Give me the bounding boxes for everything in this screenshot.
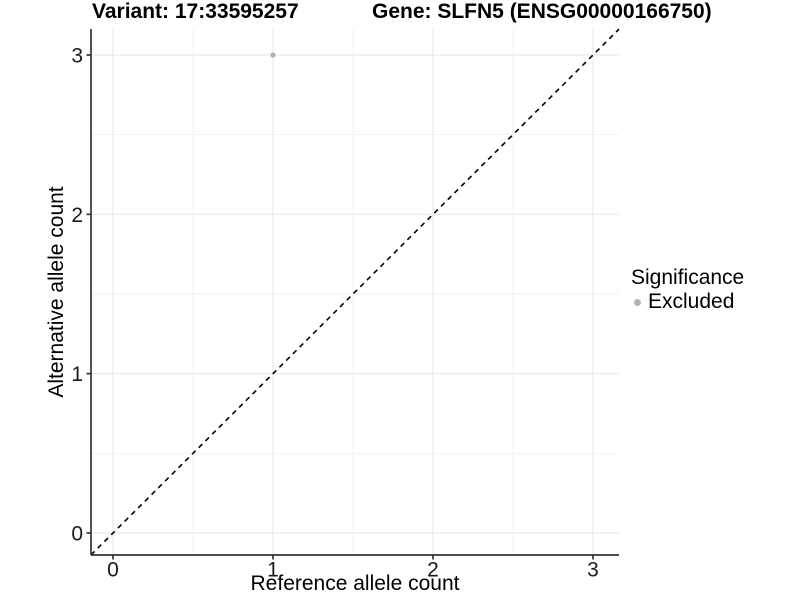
excluded-point-icon: [634, 298, 641, 306]
legend: Significance Excluded: [631, 266, 744, 313]
data-point: [270, 52, 276, 58]
y-tick-label: 3: [71, 45, 83, 68]
y-tick-label: 2: [71, 204, 83, 227]
y-axis-title: Alternative allele count: [45, 186, 68, 398]
plot-area: 0 1 2 3 0 1 2 3: [71, 28, 620, 582]
plot-title-variant: Variant: 17:33595257: [92, 0, 299, 23]
y-tick-label: 1: [71, 363, 83, 386]
x-tick-label: 3: [587, 559, 599, 582]
x-tick-label: 2: [427, 559, 439, 582]
legend-title: Significance: [631, 266, 745, 289]
legend-item-excluded: Excluded: [631, 291, 744, 313]
plot-title-gene: Gene: SLFN5 (ENSG00000166750): [372, 0, 712, 23]
y-tick-label: 0: [71, 522, 83, 545]
x-tick-label: 0: [107, 559, 119, 582]
x-axis-title: Reference allele count: [250, 572, 460, 595]
identity-line: [90, 28, 620, 556]
legend-item-label: Excluded: [648, 290, 735, 313]
x-tick-label: 1: [267, 559, 279, 582]
